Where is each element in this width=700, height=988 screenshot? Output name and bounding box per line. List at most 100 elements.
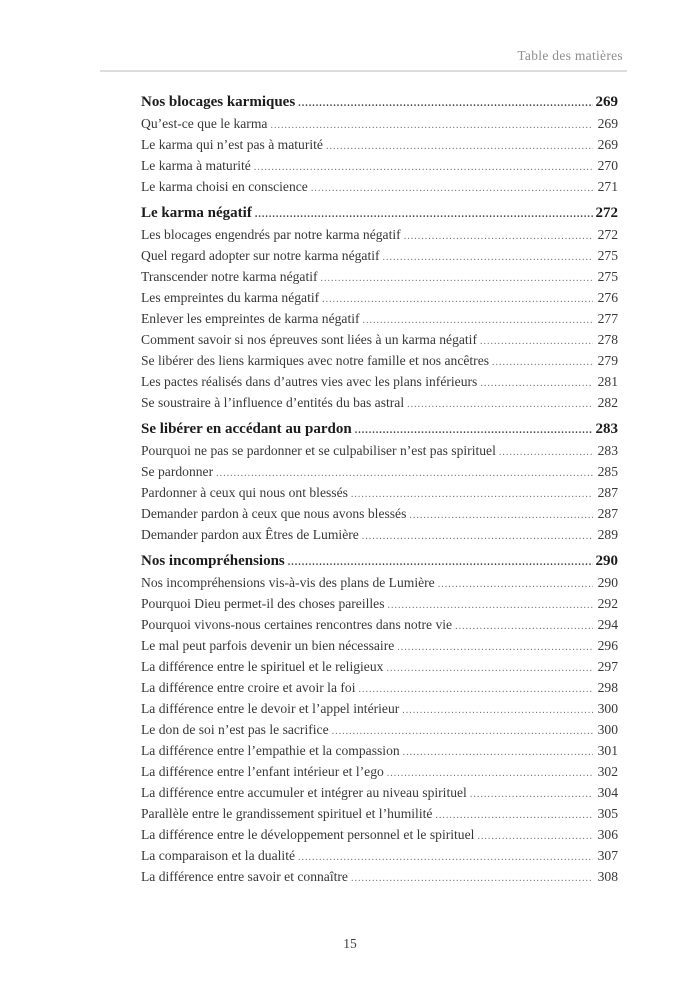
toc-item-row: Pardonner à ceux qui nous ont blessés 28… xyxy=(141,482,618,503)
toc: Nos blocages karmiques 269 Qu’est-ce que… xyxy=(141,92,618,887)
toc-item-label: Se soustraire à l’influence d’entités du… xyxy=(141,395,405,410)
toc-item-row: Qu’est-ce que le karma 269 xyxy=(141,113,618,134)
toc-section-row: Nos incompréhensions 290 xyxy=(141,551,618,572)
toc-item-row: La différence entre le spirituel et le r… xyxy=(141,656,618,677)
dot-leader xyxy=(308,178,593,199)
dot-leader xyxy=(323,136,593,157)
dot-leader xyxy=(295,93,593,114)
toc-item-row: Les empreintes du karma négatif 276 xyxy=(141,287,618,308)
dot-leader xyxy=(384,763,593,784)
toc-item-label: Demander pardon aux Êtres de Lumière xyxy=(141,527,359,542)
toc-item-page: 269 xyxy=(597,137,618,152)
dot-leader xyxy=(452,616,593,637)
toc-item-page: 290 xyxy=(597,575,618,590)
toc-item-page: 300 xyxy=(597,722,618,737)
toc-item-page: 282 xyxy=(597,395,618,410)
dot-leader xyxy=(360,310,593,331)
toc-item-page: 294 xyxy=(597,617,618,632)
toc-item-page: 306 xyxy=(597,827,618,842)
toc-item-page: 279 xyxy=(597,353,618,368)
toc-section-title: Se libérer en accédant au pardon xyxy=(141,421,352,437)
toc-item-page: 285 xyxy=(597,464,618,479)
toc-item-label: La différence entre croire et avoir la f… xyxy=(141,680,356,695)
dot-leader xyxy=(435,574,593,595)
toc-item-row: Se libérer des liens karmiques avec notr… xyxy=(141,350,618,371)
toc-item-row: Demander pardon aux Êtres de Lumière 289 xyxy=(141,524,618,545)
dot-leader xyxy=(252,204,593,225)
dot-leader xyxy=(474,826,593,847)
toc-item-row: Parallèle entre le grandissement spiritu… xyxy=(141,803,618,824)
toc-item-label: Transcender notre karma négatif xyxy=(141,269,318,284)
toc-item-page: 270 xyxy=(597,158,618,173)
toc-item-page: 272 xyxy=(597,227,618,242)
toc-section-row: Le karma négatif 272 xyxy=(141,203,618,224)
toc-item-label: Le karma qui n’est pas à maturité xyxy=(141,137,323,152)
toc-item-page: 289 xyxy=(597,527,618,542)
toc-item-page: 277 xyxy=(597,311,618,326)
toc-item-label: Comment savoir si nos épreuves sont liée… xyxy=(141,332,477,347)
toc-section-page: 283 xyxy=(595,421,619,437)
toc-item-row: Transcender notre karma négatif 275 xyxy=(141,266,618,287)
toc-item-page: 298 xyxy=(597,680,618,695)
dot-leader xyxy=(404,394,593,415)
toc-item-row: Le karma qui n’est pas à maturité 269 xyxy=(141,134,618,155)
toc-item-page: 276 xyxy=(597,290,618,305)
toc-item-label: Demander pardon à ceux que nous avons bl… xyxy=(141,506,407,521)
toc-item-label: La comparaison et la dualité xyxy=(141,848,295,863)
toc-item-page: 296 xyxy=(597,638,618,653)
toc-item-row: Comment savoir si nos épreuves sont liée… xyxy=(141,329,618,350)
toc-item-label: Les pactes réalisés dans d’autres vies a… xyxy=(141,374,478,389)
toc-item-row: Nos incompréhensions vis-à-vis des plans… xyxy=(141,572,618,593)
dot-leader xyxy=(400,742,593,763)
toc-item-page: 278 xyxy=(597,332,618,347)
toc-item-label: Qu’est-ce que le karma xyxy=(141,116,268,131)
toc-item-page: 283 xyxy=(597,443,618,458)
dot-leader xyxy=(295,847,593,868)
toc-item-row: La comparaison et la dualité 307 xyxy=(141,845,618,866)
toc-section-row: Nos blocages karmiques 269 xyxy=(141,92,618,113)
toc-section-title: Le karma négatif xyxy=(141,205,252,221)
toc-section-page: 269 xyxy=(595,94,619,110)
toc-item-row: La différence entre l’empathie et la com… xyxy=(141,740,618,761)
dot-leader xyxy=(318,268,593,289)
toc-item-page: 275 xyxy=(597,269,618,284)
toc-item-page: 287 xyxy=(597,485,618,500)
toc-item-page: 281 xyxy=(597,374,618,389)
dot-leader xyxy=(406,505,593,526)
toc-item-label: Les blocages engendrés par notre karma n… xyxy=(141,227,401,242)
dot-leader xyxy=(380,247,593,268)
toc-item-row: La différence entre le devoir et l’appel… xyxy=(141,698,618,719)
toc-item-page: 271 xyxy=(597,179,618,194)
toc-item-label: Nos incompréhensions vis-à-vis des plans… xyxy=(141,575,435,590)
toc-item-row: Pourquoi vivons-nous certaines rencontre… xyxy=(141,614,618,635)
toc-item-row: Pourquoi Dieu permet-il des choses parei… xyxy=(141,593,618,614)
dot-leader xyxy=(359,526,593,547)
dot-leader xyxy=(355,679,593,700)
dot-leader xyxy=(477,331,593,352)
toc-item-label: Le don de soi n’est pas le sacrifice xyxy=(141,722,329,737)
dot-leader xyxy=(213,463,593,484)
toc-item-row: La différence entre le développement per… xyxy=(141,824,618,845)
toc-item-label: La différence entre l’enfant intérieur e… xyxy=(141,764,384,779)
toc-item-label: Se pardonner xyxy=(141,464,214,479)
toc-item-row: Le don de soi n’est pas le sacrifice 300 xyxy=(141,719,618,740)
toc-section-page: 272 xyxy=(595,205,619,221)
dot-leader xyxy=(385,595,594,616)
toc-item-page: 301 xyxy=(597,743,618,758)
toc-item-page: 307 xyxy=(597,848,618,863)
toc-item-label: La différence entre l’empathie et la com… xyxy=(141,743,400,758)
dot-leader xyxy=(352,420,593,441)
page-number: 15 xyxy=(343,936,357,951)
toc-item-label: Quel regard adopter sur notre karma néga… xyxy=(141,248,380,263)
toc-item-row: Quel regard adopter sur notre karma néga… xyxy=(141,245,618,266)
toc-item-label: La différence entre savoir et connaître xyxy=(141,869,348,884)
dot-leader xyxy=(394,637,593,658)
toc-item-label: La différence entre accumuler et intégre… xyxy=(141,785,467,800)
toc-item-label: Le mal peut parfois devenir un bien néce… xyxy=(141,638,395,653)
toc-item-row: Demander pardon à ceux que nous avons bl… xyxy=(141,503,618,524)
toc-item-label: Parallèle entre le grandissement spiritu… xyxy=(141,806,433,821)
dot-leader xyxy=(383,658,593,679)
toc-item-page: 287 xyxy=(597,506,618,521)
toc-item-label: Les empreintes du karma négatif xyxy=(141,290,320,305)
toc-item-row: Les pactes réalisés dans d’autres vies a… xyxy=(141,371,618,392)
